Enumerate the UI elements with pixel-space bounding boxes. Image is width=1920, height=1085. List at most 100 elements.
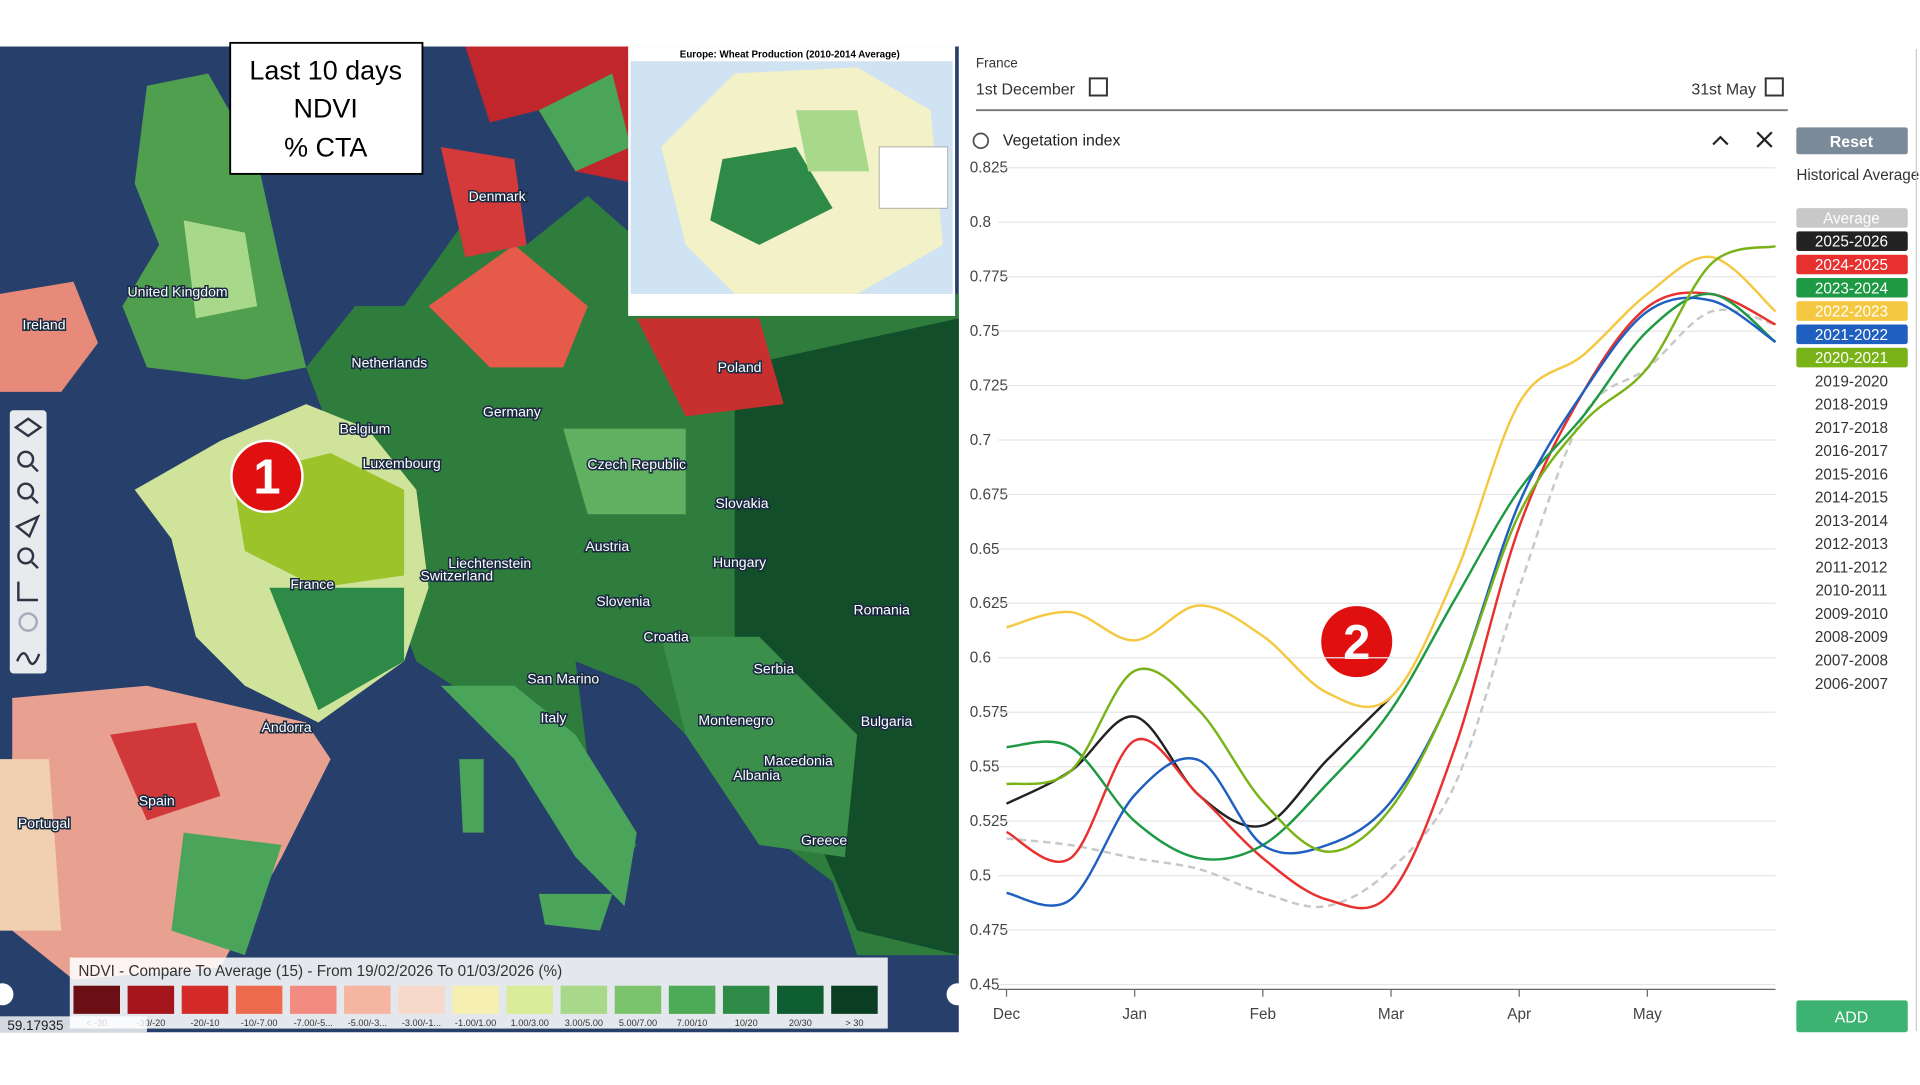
y-tick-label: 0.5 (970, 867, 991, 884)
country-label: Switzerland (420, 567, 493, 583)
x-tick-label: Dec (993, 1006, 1021, 1023)
locate-icon[interactable] (14, 514, 41, 539)
y-tick-label: 0.45 (970, 976, 1000, 993)
legend-swatch (344, 985, 391, 1014)
country-label: San Marino (527, 670, 599, 686)
start-date[interactable]: 1st December (976, 81, 1076, 98)
map[interactable]: Denmark United Kingdom Ireland Netherlands P… (0, 41, 969, 1033)
add-label[interactable]: ADD (1835, 1009, 1869, 1026)
collapse-button[interactable] (1712, 135, 1729, 146)
inset-legend (878, 146, 949, 209)
country-label: Germany (483, 403, 542, 419)
chart-panel: France 1st December 31st May Vegetation … (972, 48, 1919, 1033)
legend-label[interactable]: 2011-2012 (1815, 559, 1887, 576)
end-date[interactable]: 31st May (1691, 81, 1756, 98)
legend-button[interactable] (1796, 301, 1908, 321)
layers-icon[interactable] (13, 417, 43, 438)
legend-label[interactable]: 2015-2016 (1815, 466, 1888, 483)
legend-button[interactable] (1796, 347, 1908, 368)
legend-label[interactable]: 2019-2020 (1815, 373, 1888, 390)
legend-label[interactable]: 2007-2008 (1815, 653, 1888, 670)
legend-button[interactable] (1796, 231, 1908, 252)
reset-label[interactable]: Reset (1830, 134, 1874, 151)
legend-label[interactable]: 2008-2009 (1815, 629, 1888, 646)
overlay-text: % CTA (284, 133, 367, 163)
legend-label[interactable]: 2016-2017 (1815, 443, 1888, 460)
inset-title: Europe: Wheat Production (2010-2014 Aver… (680, 50, 900, 61)
legend-swatch (235, 985, 283, 1014)
land (110, 722, 221, 821)
legend-class-label: -1.00/1.00 (455, 1018, 496, 1028)
y-tick-label: 0.675 (970, 486, 1008, 503)
land (269, 587, 405, 711)
region: France (976, 55, 1018, 70)
series-line (1006, 255, 1777, 709)
land (0, 281, 98, 392)
y-tick-label: 0.825 (970, 160, 1008, 177)
legend-label[interactable]: 2018-2019 (1815, 397, 1888, 414)
legend-class-label: -10/-7.00 (241, 1018, 278, 1028)
legend-button[interactable] (1796, 277, 1908, 298)
series-line (1006, 292, 1777, 861)
land (538, 73, 631, 172)
land (636, 318, 784, 417)
legend-label[interactable]: 2006-2007 (1815, 676, 1888, 693)
coordinates-bg (0, 1016, 147, 1033)
legend-swatch (560, 985, 608, 1014)
overlay-box (229, 41, 424, 175)
reset-button[interactable] (1796, 127, 1908, 155)
legend-label[interactable]: 2017-2018 (1815, 420, 1888, 437)
legend-swatch (127, 985, 175, 1014)
zoom-in-icon[interactable] (17, 450, 35, 468)
country-label: Portugal (18, 815, 70, 831)
x-tick-label: May (1633, 1006, 1662, 1023)
gps-icon[interactable] (18, 612, 38, 632)
collapse-left[interactable] (0, 983, 14, 1006)
zoom-out-icon[interactable] (17, 482, 35, 500)
legend-label[interactable]: 2012-2013 (1815, 536, 1888, 553)
y-tick-label: 0.725 (970, 377, 1008, 394)
x-tick-label: Mar (1378, 1006, 1404, 1023)
legend-class-label: 5.00/7.00 (619, 1018, 657, 1028)
overlay-text: Last 10 days (249, 56, 402, 86)
calendar-icon[interactable] (1088, 77, 1108, 97)
close-button[interactable] (1756, 131, 1773, 148)
legend-button[interactable] (1796, 324, 1908, 345)
legend-button[interactable] (1796, 208, 1908, 228)
country-label: United Kingdom (127, 283, 227, 299)
legend-label: 2022-2023 (1815, 304, 1888, 321)
legend-class-label: -7.00/-5... (294, 1018, 333, 1028)
legend-class-label: 1.00/3.00 (511, 1018, 549, 1028)
draw-icon[interactable] (16, 652, 41, 666)
legend-title: Historical Average (1796, 167, 1919, 184)
legend-swatch (289, 985, 337, 1014)
country-label: Slovenia (596, 593, 650, 609)
country-label: Austria (585, 538, 629, 554)
legend-label: 2023-2024 (1815, 280, 1889, 297)
legend-label[interactable]: 2009-2010 (1815, 606, 1888, 623)
land (661, 636, 858, 858)
legend-label: 2025-2026 (1815, 234, 1888, 251)
add-button[interactable] (1796, 1000, 1908, 1033)
collapse-right[interactable] (946, 983, 969, 1006)
legend-button[interactable] (1796, 254, 1908, 275)
legend-label: 2024-2025 (1815, 257, 1888, 274)
legend-class-label: -20/-10 (190, 1018, 219, 1028)
legend-swatch (452, 985, 499, 1014)
legend-label[interactable]: 2014-2015 (1815, 490, 1888, 507)
toolbar-icons[interactable] (13, 417, 43, 666)
x-tick-label: Jan (1122, 1006, 1147, 1023)
inset-land (710, 146, 833, 245)
country-label: Denmark (469, 188, 527, 204)
measure-icon[interactable] (17, 581, 38, 602)
legend-label[interactable]: 2013-2014 (1815, 513, 1889, 530)
land (171, 832, 282, 956)
legend-label[interactable]: 2010-2011 (1815, 583, 1887, 600)
series-line (1006, 296, 1777, 907)
calendar-icon[interactable] (1764, 77, 1784, 97)
country-label: Liechtenstein (448, 555, 531, 571)
legend-label: Average (1823, 210, 1880, 227)
country-labels: Denmark United Kingdom Ireland Netherlands P… (16, 186, 914, 849)
search-icon[interactable] (17, 547, 35, 565)
